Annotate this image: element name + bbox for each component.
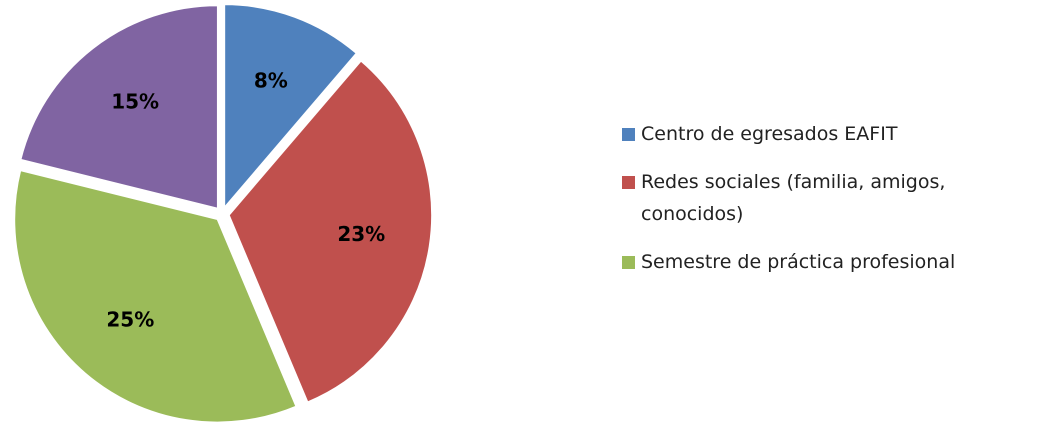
legend-label: Semestre de práctica profesional	[641, 251, 956, 273]
data-label: 23%	[337, 222, 385, 246]
legend-swatch	[622, 128, 635, 141]
legend-label: Redes sociales (familia, amigos, conocid…	[641, 171, 946, 225]
chart: 8% 23% 25% 15%	[13, 3, 433, 424]
data-label: 8%	[254, 68, 288, 92]
legend-item: Centro de egresados EAFIT	[622, 118, 1042, 150]
data-label: 15%	[111, 89, 159, 113]
legend-swatch	[622, 176, 635, 189]
pie-slice	[19, 4, 219, 210]
pie-slice	[228, 59, 433, 404]
pie-slice	[13, 169, 298, 424]
pie-slice	[223, 3, 358, 210]
legend-swatch	[622, 256, 635, 269]
legend-item: Semestre de práctica profesional	[622, 246, 1042, 278]
legend-label: Centro de egresados EAFIT	[641, 123, 898, 145]
legend-item: Redes sociales (familia, amigos, conocid…	[622, 166, 1042, 230]
data-label: 25%	[106, 308, 154, 332]
legend: Centro de egresados EAFIT Redes sociales …	[622, 118, 1042, 294]
